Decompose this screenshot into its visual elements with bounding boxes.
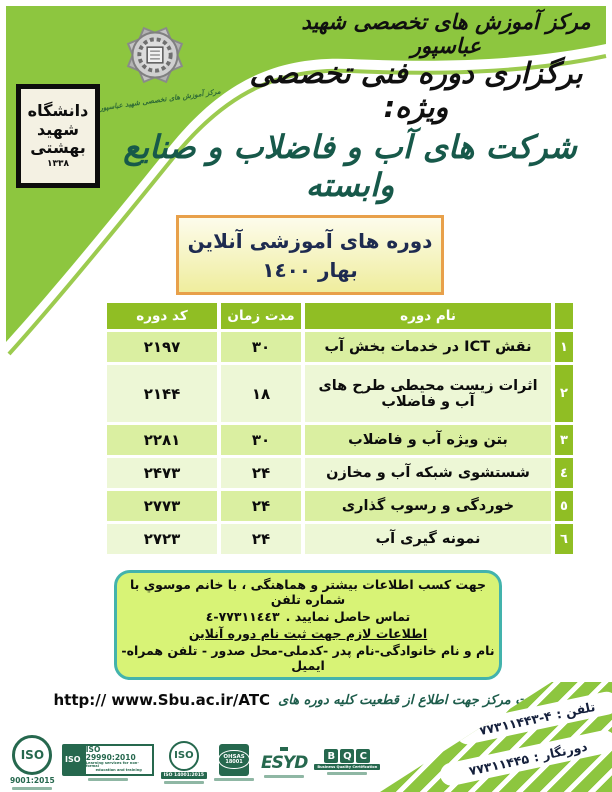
title-line-1: دوره های آموزشی آنلاین: [187, 228, 433, 253]
course-code: ۲۱۹۷: [107, 332, 217, 362]
table-row: ٥ خوردگی و رسوب گذاری ۲۴ ۲۷۷۳: [107, 491, 573, 521]
bqc-label: Business Quality Certification: [314, 764, 381, 770]
iso-9001-mark: ISO: [12, 734, 53, 775]
stamp-word-1: دانشگاه: [27, 101, 89, 121]
iso-14001-mark: ISO: [168, 740, 199, 771]
iso-29990-desc-2: education and training: [95, 768, 142, 773]
course-table: نام دوره مدت زمان کد دوره ١ نقش ICT در خ…: [103, 300, 577, 557]
course-code: ۲۱۴۴: [107, 365, 217, 422]
info-line-3: اطلاعات لازم جهت ثبت نام دوره آنلاین: [188, 626, 428, 641]
iso-9001-label: 9001:2015: [10, 775, 55, 785]
esyd-title: ESYD: [261, 753, 308, 773]
ohsas-logo-icon: OHSAS 18001: [214, 743, 255, 781]
esyd-grid-mark: [279, 746, 290, 752]
phone-number: ۷۷۳۱۱۴۴۳-۴: [477, 707, 553, 738]
bqc-letter-c: C: [356, 749, 371, 763]
table-row: ٤ شستشوی شبکه آب و مخازن ۲۴ ۲۴۷۳: [107, 458, 573, 488]
iso-14001-label: ISO 14001:2015: [160, 771, 208, 779]
course-duration: ۲۴: [221, 458, 301, 488]
stamp-word-3: بهشتی: [30, 138, 86, 158]
course-code: ۲۷۷۳: [107, 491, 217, 521]
website-url[interactable]: http:// www.Sbu.ac.ir/ATC: [53, 691, 271, 709]
university-seal-stamp: دانشگاه شهید بهشتی ۱۳۳۸: [16, 84, 100, 188]
ohsas-number: 18001: [225, 758, 243, 765]
header-swoosh-graphic: [5, 6, 607, 356]
row-number: ٢: [555, 365, 573, 422]
iso-14001-logo-icon: ISO ISO 14001:2015: [160, 740, 208, 784]
course-duration: ۲۴: [221, 491, 301, 521]
course-name: خوردگی و رسوب گذاری: [305, 491, 551, 521]
cert-number-microtext: [12, 786, 53, 790]
info-phone-number: ٧٧٣١١٤٤٣-٤: [205, 609, 280, 624]
iso-29990-desc-1: Learning services for non-formal: [85, 760, 139, 769]
bqc-letter-b: B: [324, 749, 339, 763]
certification-logos: ISO 9001:2015 ISO ISO 29990:2010 Learnin…: [10, 734, 381, 790]
bqc-letter-q: Q: [340, 749, 355, 763]
info-line-1: جهت کسب اطلاعات بیشتر و هماهنگی ، با خان…: [129, 577, 487, 607]
info-line-2: تماس حاصل نمایید . ٧٧٣١١٤٤٣-٤: [206, 609, 410, 624]
registration-info-box: جهت کسب اطلاعات بیشتر و هماهنگی ، با خان…: [114, 570, 502, 680]
org-name-calligraphy: مرکز آموزش های تخصصی شهید عباسپور: [301, 10, 591, 58]
cert-number-microtext: [214, 777, 255, 781]
course-duration: ۳۰: [221, 332, 301, 362]
website-line: سایت مرکز جهت اطلاع از قطعیت کلیه دوره ه…: [30, 691, 570, 709]
row-number: ٥: [555, 491, 573, 521]
esyd-logo-icon: ESYD: [261, 746, 308, 778]
iso-29990-logo-icon: ISO ISO 29990:2010 Learning services for…: [61, 743, 154, 781]
cert-number-microtext: [87, 777, 128, 781]
row-number: ٣: [555, 425, 573, 455]
stamp-word-2: شهید: [36, 119, 80, 139]
course-duration: ۲۴: [221, 524, 301, 554]
row-number: ٤: [555, 458, 573, 488]
title-line-2: بهار ١٤٠٠: [262, 257, 358, 282]
cert-number-microtext: [163, 780, 204, 784]
header-course-name: نام دوره: [305, 303, 551, 329]
header-course-code: کد دوره: [107, 303, 217, 329]
table-row: ٢ اثرات زیست محیطی طرح های آب و فاضلاب ۱…: [107, 365, 573, 422]
fax-label: دورنگار :: [532, 738, 589, 765]
cert-number-microtext: [327, 772, 368, 775]
event-title-calligraphy: برگزاری دوره فنی تخصصی ویژه:: [249, 56, 583, 124]
row-number: ٦: [555, 524, 573, 554]
table-row: ٦ نمونه گیری آب ۲۴ ۲۷۲۳: [107, 524, 573, 554]
info-line-2-text: تماس حاصل نمایید .: [285, 609, 411, 624]
audience-calligraphy: شرکت های آب و فاضلاب و صنایع وابسته: [123, 128, 577, 204]
header-row-number: [555, 303, 573, 329]
course-name: بتن ویژه آب و فاضلاب: [305, 425, 551, 455]
info-line-4: نام و نام خانوادگی-نام پدر -کدملی-محل صد…: [121, 643, 495, 673]
fax-number: ۷۷۳۱۱۴۴۵: [467, 750, 531, 778]
course-name: نقش ICT در خدمات بخش آب: [305, 332, 551, 362]
header-duration: مدت زمان: [221, 303, 301, 329]
course-code: ۲۲۸۱: [107, 425, 217, 455]
table-row: ١ نقش ICT در خدمات بخش آب ۳۰ ۲۱۹۷: [107, 332, 573, 362]
course-name: شستشوی شبکه آب و مخازن: [305, 458, 551, 488]
stamp-year: ۱۳۳۸: [47, 159, 69, 170]
phone-label: تلفن :: [554, 698, 597, 722]
bqc-logo-icon: B Q C Business Quality Certification: [314, 749, 381, 775]
website-label: سایت مرکز جهت اطلاع از قطعیت کلیه دوره ه…: [278, 692, 547, 708]
course-duration: ۳۰: [221, 425, 301, 455]
iso-29990-standard: ISO 29990:2010: [85, 744, 136, 762]
iso-9001-logo-icon: ISO 9001:2015: [10, 734, 55, 790]
title-box: دوره های آموزشی آنلاین بهار ١٤٠٠: [176, 215, 444, 295]
course-name: نمونه گیری آب: [305, 524, 551, 554]
course-code: ۲۴۷۳: [107, 458, 217, 488]
table-header-row: نام دوره مدت زمان کد دوره: [107, 303, 573, 329]
training-center-emblem-icon: [126, 26, 184, 84]
course-duration: ۱۸: [221, 365, 301, 422]
ohsas-title: OHSAS: [223, 753, 245, 760]
cert-number-microtext: [264, 775, 305, 778]
table-row: ٣ بتن ویژه آب و فاضلاب ۳۰ ۲۲۸۱: [107, 425, 573, 455]
row-number: ١: [555, 332, 573, 362]
iso-29990-mark: ISO: [61, 743, 84, 776]
course-name: اثرات زیست محیطی طرح های آب و فاضلاب: [305, 365, 551, 422]
course-code: ۲۷۲۳: [107, 524, 217, 554]
